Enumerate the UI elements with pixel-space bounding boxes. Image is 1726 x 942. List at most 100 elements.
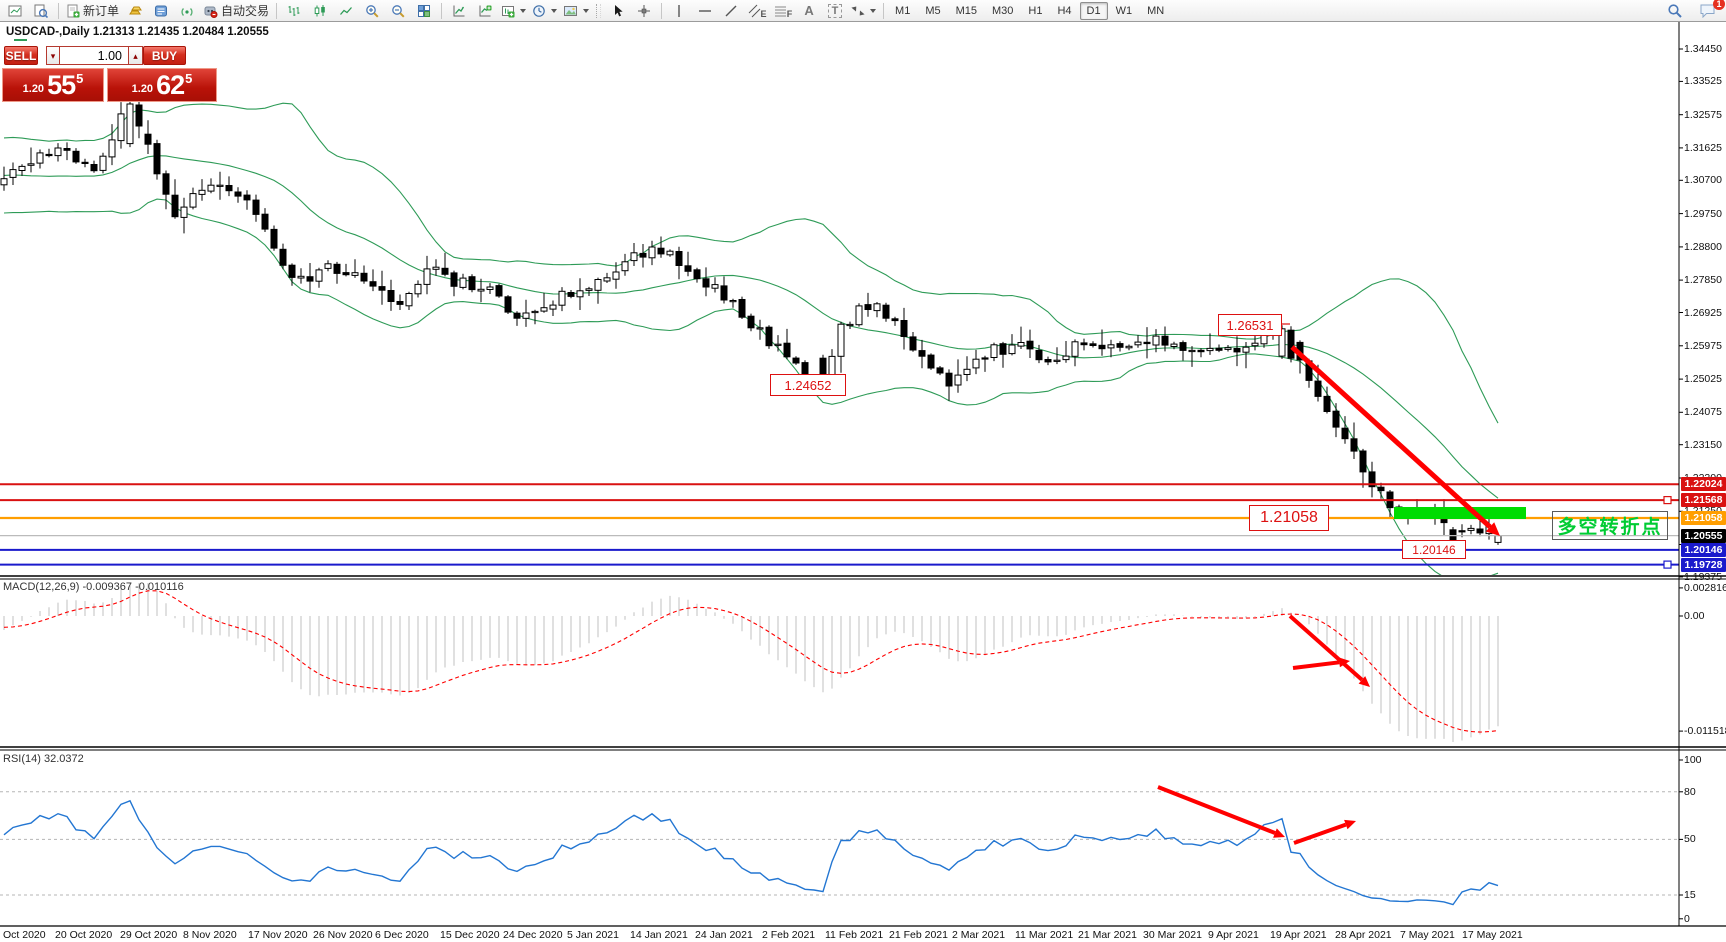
candles-chart-button[interactable] xyxy=(307,2,333,20)
sell-price-sup: 5 xyxy=(76,71,84,86)
candle-body xyxy=(1377,486,1385,492)
timeframe-M1[interactable]: M1 xyxy=(895,4,911,17)
search-button[interactable] xyxy=(1662,2,1688,20)
candle-body xyxy=(711,284,719,289)
new-chart-icon xyxy=(501,4,515,18)
text-button[interactable]: A xyxy=(796,2,822,20)
candle-body xyxy=(45,153,53,157)
candle-body xyxy=(189,193,197,208)
sell-price-box[interactable]: 1.20 55 5 xyxy=(2,68,104,102)
volume-down-button[interactable]: ▾ xyxy=(46,46,60,65)
fibonacci-icon xyxy=(774,4,787,18)
zoom-in-button[interactable] xyxy=(359,2,385,20)
line-chart-button[interactable] xyxy=(333,2,359,20)
fibonacci-button[interactable]: F xyxy=(770,2,796,20)
candle-body xyxy=(441,267,449,275)
tile-windows-icon xyxy=(417,4,431,18)
candle-body xyxy=(63,148,71,151)
chat-button[interactable]: 1 xyxy=(1694,0,1725,20)
bars-chart-button[interactable] xyxy=(281,2,307,20)
indicators-add-button[interactable] xyxy=(472,2,498,20)
timeframe-H4[interactable]: H4 xyxy=(1057,4,1072,17)
cursor-button[interactable] xyxy=(605,2,631,20)
trendline-button[interactable] xyxy=(718,2,744,20)
toolbar-separator xyxy=(58,2,59,19)
support-zone-rect xyxy=(1394,507,1526,519)
label-button[interactable]: T xyxy=(822,2,848,20)
indicators-button[interactable] xyxy=(446,2,472,20)
horizontal-line-icon xyxy=(698,6,712,16)
candle-body xyxy=(108,139,116,158)
sell-price-small: 1.20 xyxy=(22,83,45,95)
new-order-label: 新订单 xyxy=(83,4,120,18)
candle-body xyxy=(81,161,89,165)
timeframe-M30[interactable]: M30 xyxy=(992,4,1014,17)
zoom-out-button[interactable] xyxy=(385,2,411,20)
buy-price-box[interactable]: 1.20 62 5 xyxy=(107,68,217,102)
timeframe-MN[interactable]: MN xyxy=(1147,4,1165,17)
trend-arrow xyxy=(1292,660,1340,670)
period-button[interactable] xyxy=(529,2,560,20)
candle-body xyxy=(54,147,62,157)
frame-layer xyxy=(0,21,1726,927)
horizontal-line-button[interactable] xyxy=(692,2,718,20)
candle-body xyxy=(288,264,296,278)
autotrading-button[interactable]: 自动交易 xyxy=(200,2,272,20)
buy-button[interactable]: BUY xyxy=(143,46,186,65)
candle-body xyxy=(567,292,575,297)
candle-body xyxy=(1233,348,1241,353)
candle-body xyxy=(1368,471,1376,488)
arrows-button[interactable] xyxy=(848,2,879,20)
candle-body xyxy=(459,277,467,288)
channel-button[interactable]: E xyxy=(744,2,770,20)
candle-body xyxy=(972,358,980,369)
candle-body xyxy=(873,303,881,312)
candle-body xyxy=(1188,349,1196,353)
tile-windows-button[interactable] xyxy=(411,2,437,20)
candle-body xyxy=(1044,359,1052,363)
candle-body xyxy=(1476,528,1484,534)
trend-arrow xyxy=(1288,614,1364,682)
crosshair-button[interactable] xyxy=(631,2,657,20)
candle-body xyxy=(1215,347,1223,351)
volume-up-button[interactable]: ▴ xyxy=(128,46,143,65)
candle-body xyxy=(558,290,566,306)
candle-body xyxy=(315,269,323,282)
timeframe-M15[interactable]: M15 xyxy=(955,4,977,17)
arrows-icon xyxy=(851,4,865,18)
candle-body xyxy=(837,323,845,357)
candle-body xyxy=(981,357,989,360)
signal-button[interactable] xyxy=(174,2,200,20)
market-depth-button[interactable] xyxy=(148,2,174,20)
arrow-head xyxy=(1485,522,1500,536)
candle-body xyxy=(1107,344,1115,349)
candle-body xyxy=(657,247,665,255)
candle-body xyxy=(1287,329,1295,359)
timeframe-W1[interactable]: W1 xyxy=(1115,4,1133,17)
new-order-button[interactable]: 新订单 xyxy=(63,2,122,20)
timeframe-group: M1 M5 M15 M30 H1 H4 D1 W1 MN xyxy=(888,1,1171,20)
candle-body xyxy=(666,250,674,256)
vertical-line-button[interactable] xyxy=(666,2,692,20)
gold-button[interactable] xyxy=(122,2,148,20)
volume-input[interactable] xyxy=(60,46,128,65)
timeframe-D1[interactable]: D1 xyxy=(1079,1,1108,20)
candle-body xyxy=(153,143,161,175)
template-button[interactable] xyxy=(560,2,592,20)
preview-button[interactable] xyxy=(28,2,54,20)
sell-button[interactable]: SELL xyxy=(4,46,38,65)
arrow-head xyxy=(1358,676,1370,687)
candle-body xyxy=(405,293,413,307)
timeframe-H1[interactable]: H1 xyxy=(1028,4,1043,17)
bars-chart-icon xyxy=(287,4,301,18)
candle-body xyxy=(234,191,242,197)
candle-body xyxy=(1278,328,1286,357)
candle-body xyxy=(207,184,215,192)
candle-body xyxy=(450,272,458,287)
candle-body xyxy=(1080,342,1088,346)
chart-window-button[interactable] xyxy=(2,2,28,20)
sell-price-big: 55 xyxy=(47,70,76,100)
new-chart-button[interactable] xyxy=(498,2,529,20)
timeframe-M5[interactable]: M5 xyxy=(925,4,941,17)
